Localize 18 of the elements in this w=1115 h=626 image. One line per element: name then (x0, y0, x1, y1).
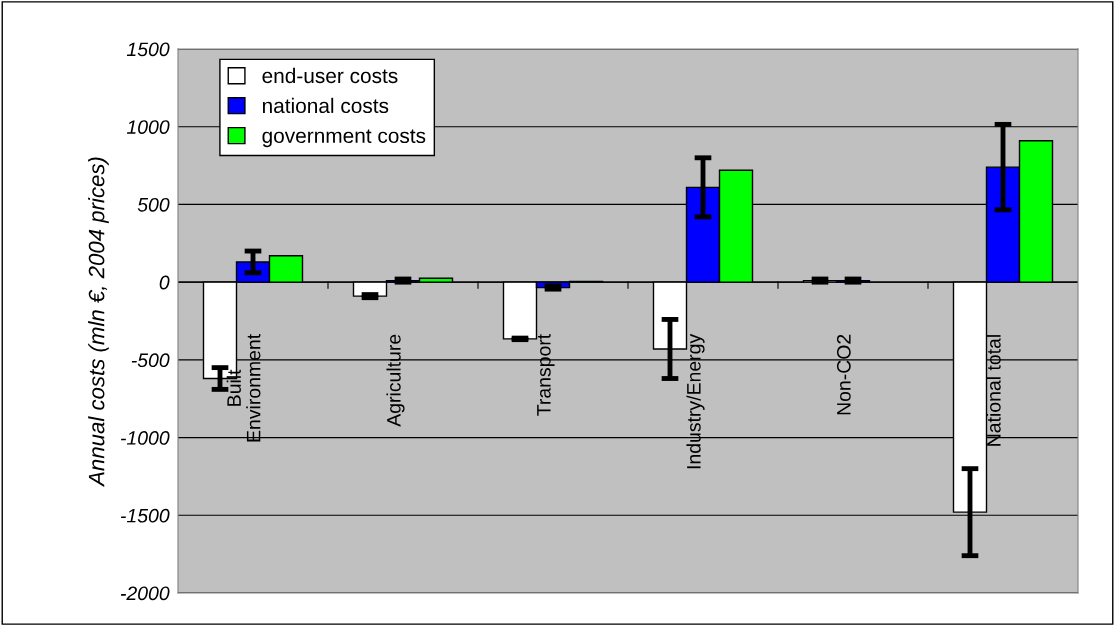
y-tick-label: 1500 (126, 42, 170, 57)
legend-label: national costs (262, 97, 389, 114)
y-tick-label: 0 (159, 275, 170, 290)
y-tick-label: -2000 (120, 586, 170, 601)
y-tick-label: 1000 (126, 120, 170, 134)
y-axis-title: Annual costs (mln €, 2004 prices) (88, 157, 109, 487)
y-tick-label: 500 (137, 197, 170, 212)
x-tick-label: Transport (537, 333, 555, 416)
x-tick-label: Industry/Energy (686, 333, 705, 469)
legend-label: government costs (262, 129, 426, 148)
legend-label: end-user costs (262, 67, 398, 84)
y-tick-label: -1000 (120, 431, 170, 445)
y-tick-label: -1500 (120, 508, 170, 523)
y-tick-label: -500 (131, 353, 170, 368)
x-tick-label: Non-CO2 (836, 334, 851, 415)
x-tick-label: Built Environment (226, 333, 261, 442)
x-tick-label: National total (986, 335, 1001, 446)
x-tick-label: Agriculture (386, 334, 405, 427)
